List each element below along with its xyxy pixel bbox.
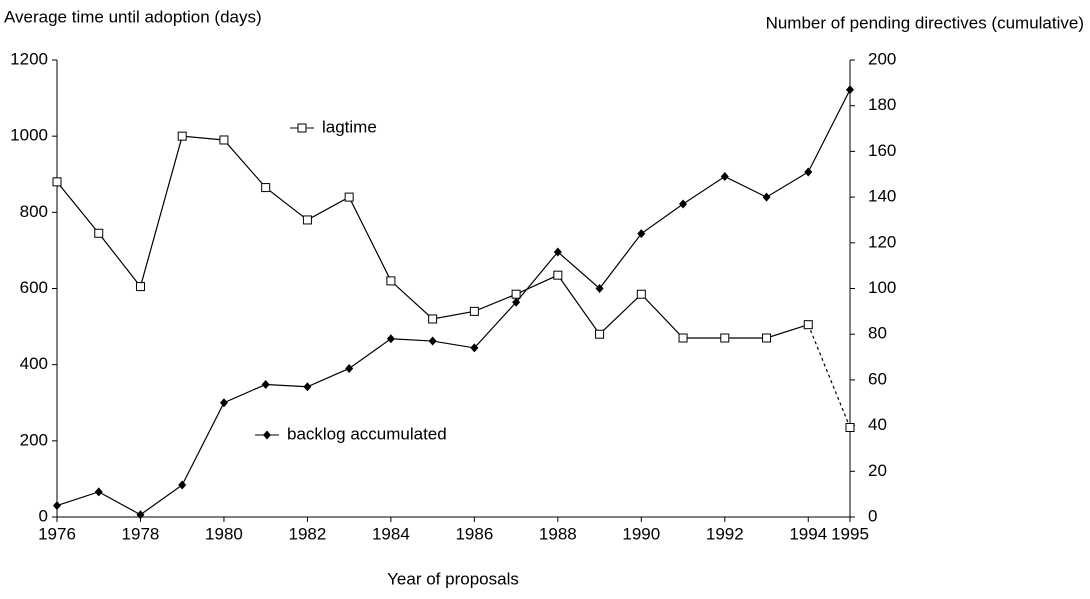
marker <box>762 192 771 202</box>
x-tick-label: 1994 <box>789 524 827 543</box>
line <box>56 89 851 516</box>
y2-tick-label: 140 <box>868 187 896 206</box>
marker <box>595 284 604 293</box>
marker <box>136 510 145 520</box>
y-axis-title: Average time until adoption (days) <box>4 7 262 26</box>
marker <box>679 199 688 209</box>
y-tick-label: 600 <box>20 278 48 297</box>
y2-tick-label: 60 <box>868 369 887 388</box>
x-tick-label: 1984 <box>372 524 410 543</box>
marker <box>177 131 187 141</box>
y2-tick-label: 120 <box>868 232 896 251</box>
marker <box>804 167 813 177</box>
legend-marker <box>297 123 307 133</box>
marker <box>845 423 855 433</box>
marker <box>637 229 646 239</box>
x-tick-label: 1990 <box>622 524 660 543</box>
legend-label: backlog accumulated <box>287 424 447 443</box>
x-tick-label: 1986 <box>455 524 493 543</box>
marker <box>303 382 312 392</box>
marker <box>846 85 854 95</box>
marker <box>595 329 605 339</box>
marker <box>52 177 62 187</box>
line <box>56 135 809 339</box>
marker <box>178 480 187 490</box>
marker <box>803 320 813 330</box>
y2-tick-label: 200 <box>868 49 896 68</box>
marker <box>135 282 145 292</box>
x-axis-title: Year of proposals <box>387 569 519 588</box>
marker <box>219 135 229 145</box>
y2-axis-title: Number of pending directives (cumulative… <box>766 13 1084 32</box>
x-tick-label: 1980 <box>205 524 243 543</box>
x-tick-label: 1982 <box>289 524 327 543</box>
y2-tick-label: 160 <box>868 141 896 160</box>
y2-tick-label: 0 <box>868 506 877 525</box>
marker <box>720 333 730 343</box>
dashed-line <box>807 324 851 428</box>
x-tick-label: 1976 <box>38 524 76 543</box>
marker <box>219 398 228 408</box>
marker <box>386 276 396 286</box>
y2-tick-label: 100 <box>868 278 896 297</box>
marker <box>302 215 312 225</box>
marker <box>470 343 479 353</box>
y2-tick-label: 20 <box>868 461 887 480</box>
x-tick-label: 1995 <box>831 524 869 543</box>
marker <box>762 333 772 343</box>
x-tick-label: 1978 <box>122 524 160 543</box>
marker <box>512 297 521 307</box>
y-tick-label: 400 <box>20 354 48 373</box>
y-tick-label: 800 <box>20 202 48 221</box>
marker <box>261 183 271 193</box>
marker <box>345 363 354 373</box>
marker <box>94 228 104 238</box>
marker <box>511 289 521 299</box>
marker <box>720 172 729 182</box>
legend-marker <box>263 430 271 440</box>
y2-tick-label: 40 <box>868 415 887 434</box>
marker <box>469 306 479 316</box>
y-tick-label: 1000 <box>10 126 48 145</box>
x-tick-label: 1988 <box>539 524 577 543</box>
marker <box>553 270 563 280</box>
marker <box>94 487 103 497</box>
legend-label: lagtime <box>322 117 377 136</box>
marker <box>678 333 688 343</box>
y-tick-label: 0 <box>39 506 48 525</box>
y2-tick-label: 80 <box>868 324 887 343</box>
y-tick-label: 200 <box>20 430 48 449</box>
y-tick-label: 1200 <box>10 49 48 68</box>
y2-tick-label: 180 <box>868 95 896 114</box>
x-tick-label: 1992 <box>706 524 744 543</box>
marker <box>428 336 437 346</box>
marker <box>261 379 270 389</box>
marker <box>428 314 438 324</box>
marker <box>344 192 354 202</box>
marker <box>386 334 395 344</box>
marker <box>53 501 61 511</box>
marker <box>553 247 562 257</box>
marker <box>636 289 646 299</box>
